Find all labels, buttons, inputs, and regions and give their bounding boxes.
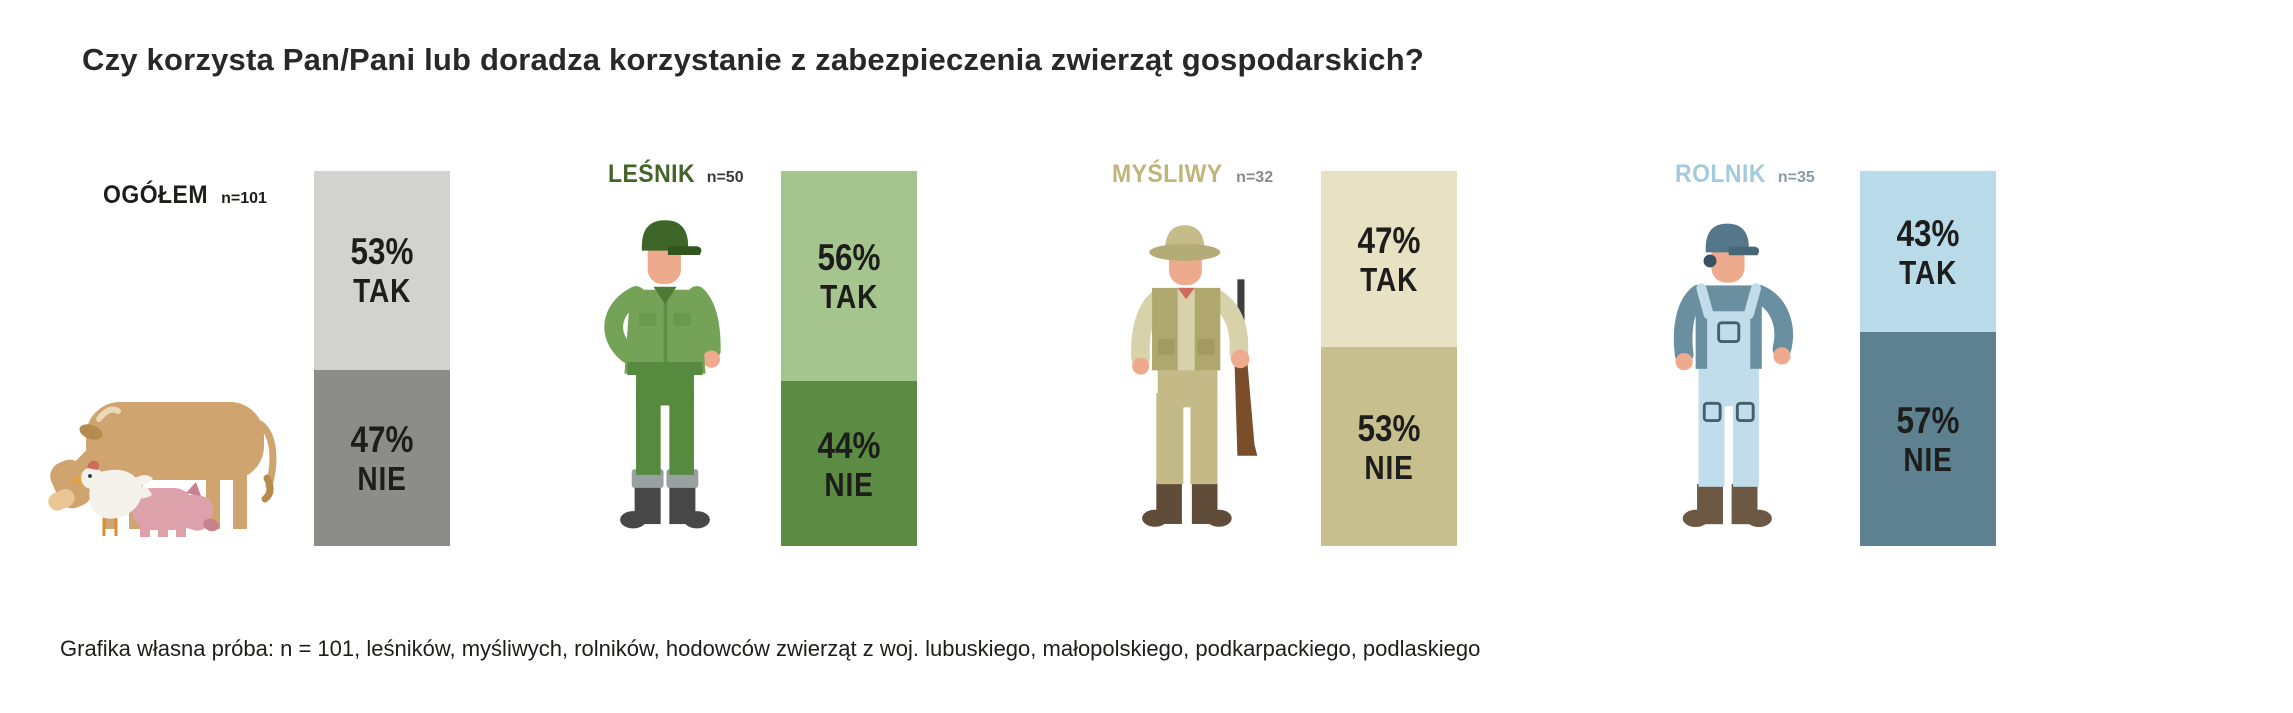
segment-answer: TAK (352, 272, 412, 310)
forester (604, 220, 721, 529)
segment-answer: NIE (824, 465, 874, 503)
segment-value: 43% (1896, 212, 1960, 254)
segment-value: 47% (1357, 220, 1421, 262)
stacked-bar-lesnik: 56% TAK 44% NIE (781, 171, 917, 546)
bar-segment-nie: 53% NIE (1321, 347, 1457, 546)
bar-segment-nie: 47% NIE (314, 369, 450, 546)
stacked-bar-rolnik: 43% TAK 57% NIE (1860, 171, 1996, 546)
hunter-illustration (1098, 205, 1290, 540)
segment-value: 53% (1357, 407, 1421, 449)
forester-illustration (578, 200, 752, 540)
segment-value: 57% (1896, 400, 1960, 442)
segment-value: 47% (350, 418, 414, 460)
group-sample-size: n=32 (1236, 169, 1274, 186)
bar-segment-tak: 47% TAK (1321, 171, 1457, 348)
bar-segment-nie: 57% NIE (1860, 332, 1996, 546)
segment-value: 53% (350, 231, 414, 273)
group-name: OGÓŁEM (103, 181, 208, 209)
segment-answer: NIE (1364, 448, 1414, 486)
group-label-lesnik: LEŚNIK n=50 (608, 160, 744, 189)
group-label-ogolem: OGÓŁEM n=101 (103, 181, 267, 210)
bar-segment-tak: 43% TAK (1860, 171, 1996, 333)
source-caption: Grafika własna próba: n = 101, leśników,… (60, 636, 1481, 661)
segment-answer: TAK (819, 278, 879, 315)
bar-segment-nie: 44% NIE (781, 381, 917, 546)
group-sample-size: n=101 (221, 190, 267, 207)
group-name: LEŚNIK (608, 160, 696, 188)
group-name: ROLNIK (1675, 160, 1766, 188)
stacked-bar-ogolem: 53% TAK 47% NIE (314, 171, 450, 546)
group-sample-size: n=35 (1777, 169, 1815, 186)
farm-animals-illustration (28, 372, 278, 542)
chicken (70, 460, 153, 536)
group-sample-size: n=50 (706, 169, 744, 186)
hunter (1131, 225, 1258, 527)
bar-segment-tak: 56% TAK (781, 171, 917, 381)
group-name: MYŚLIWY (1112, 160, 1223, 188)
chart-title: Czy korzysta Pan/Pani lub doradza korzys… (82, 42, 1424, 77)
segment-answer: TAK (1898, 253, 1958, 291)
bar-segment-tak: 53% TAK (314, 171, 450, 370)
stacked-bar-mysliwy: 47% TAK 53% NIE (1321, 171, 1457, 546)
segment-answer: NIE (1903, 441, 1953, 479)
group-label-rolnik: ROLNIK n=35 (1675, 160, 1815, 189)
group-label-mysliwy: MYŚLIWY n=32 (1112, 160, 1273, 189)
segment-value: 44% (817, 424, 881, 466)
farmer (1673, 223, 1794, 528)
farmer-illustration (1638, 202, 1818, 540)
segment-answer: NIE (357, 459, 407, 497)
pig (121, 482, 219, 537)
segment-value: 56% (817, 237, 881, 278)
segment-answer: TAK (1359, 261, 1419, 299)
